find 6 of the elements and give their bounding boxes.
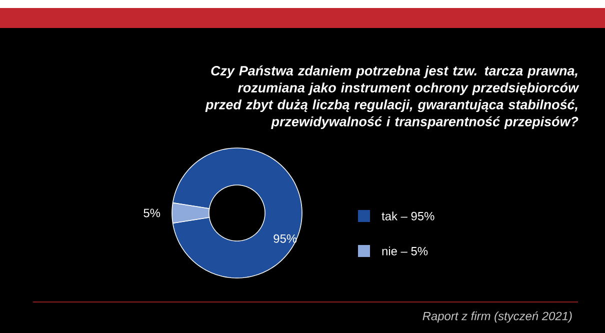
chart-title: Czy Państwa zdaniem potrzebna jest tzw. tarcza prawna, rozumiana jako instrument ochrony przedsiębiorców przed zbyt dużą liczbą regulacji, gwarantująca stabilność, przewidywalność i transparentność przepisów? — [205, 66, 580, 129]
legend-label: tak – 95% — [382, 212, 434, 220]
data-label: 95% — [274, 234, 297, 243]
legend-label: nie – 5% — [382, 246, 428, 256]
text: Raport z firm (styczeń 2021) — [422, 311, 572, 323]
data-label: 5% — [144, 208, 160, 218]
